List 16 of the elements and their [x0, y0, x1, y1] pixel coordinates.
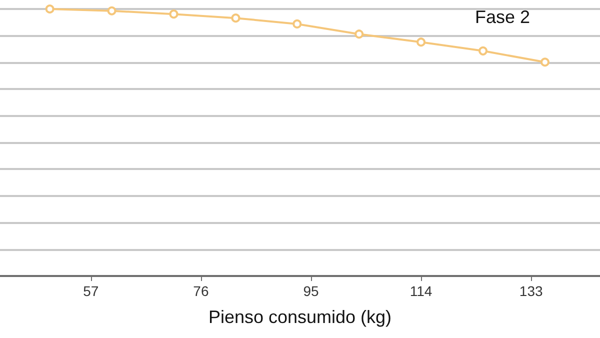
point [169, 10, 178, 19]
point [292, 19, 302, 28]
point [45, 4, 54, 14]
point [416, 38, 426, 47]
x-tick-label: 76 [193, 283, 209, 299]
x-tick-label: 57 [83, 283, 99, 299]
x-tick-label: 133 [519, 283, 543, 299]
point [540, 58, 550, 67]
point [354, 30, 364, 39]
point [107, 6, 116, 16]
x-tick-label: 114 [410, 283, 432, 299]
point [231, 14, 240, 23]
annotation: Fase 2 [475, 7, 530, 27]
x-tick-label: 95 [303, 283, 319, 299]
point [478, 46, 488, 56]
x-axis-title: Pienso consumido (kg) [208, 307, 392, 327]
